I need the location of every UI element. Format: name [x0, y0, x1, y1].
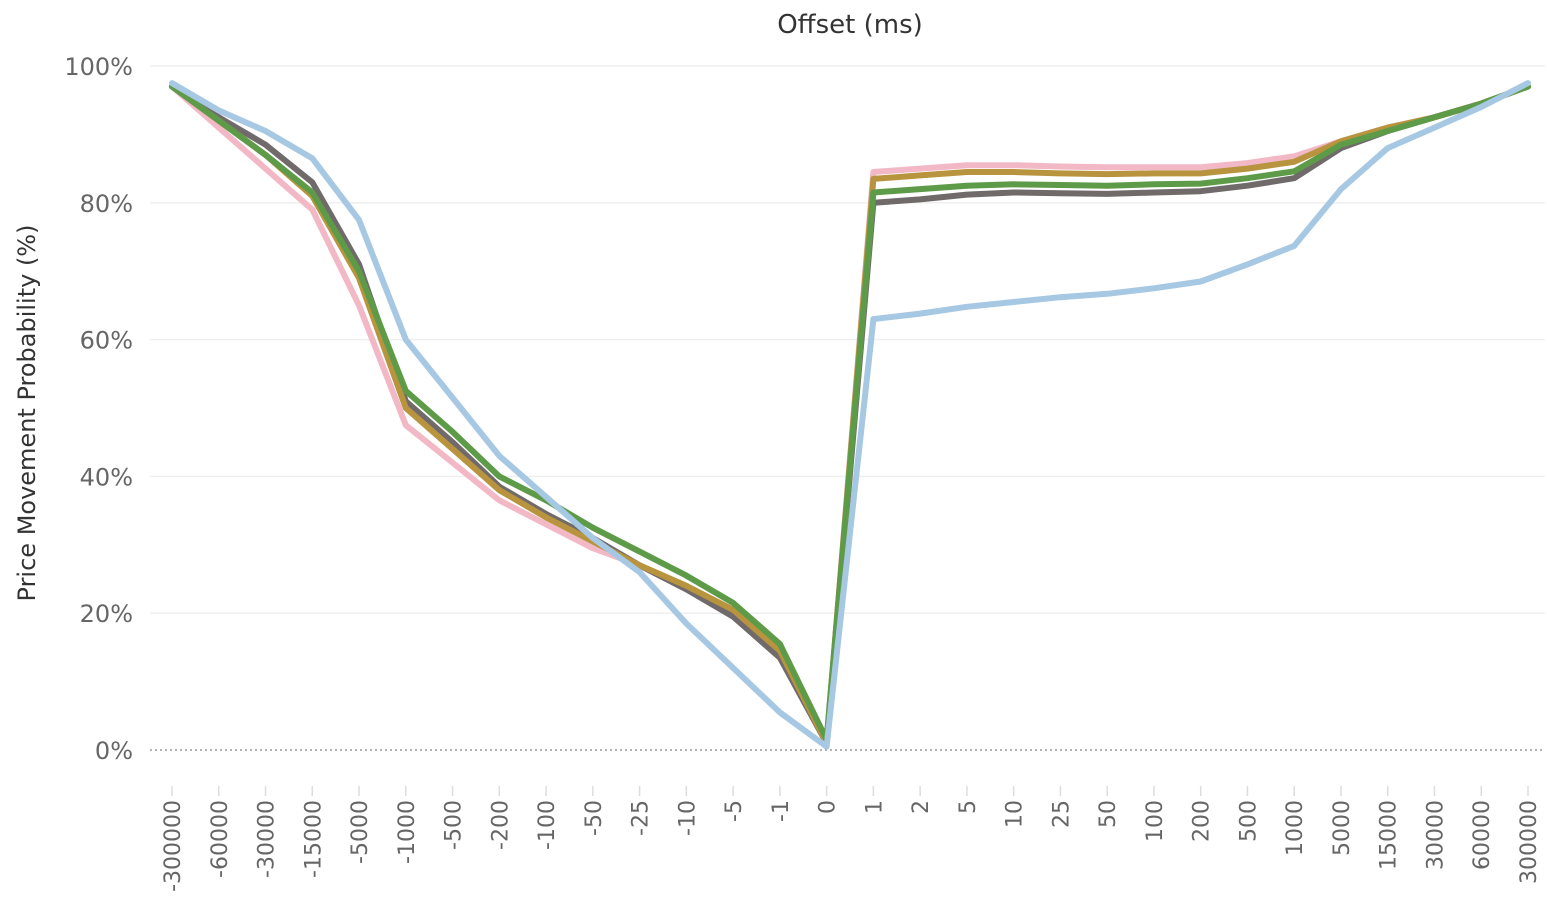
x-tick-label: 500	[1236, 800, 1261, 842]
x-tick-label: 25	[1049, 800, 1074, 828]
x-tick-label: -15000	[301, 800, 326, 878]
x-tick-label: -10	[675, 800, 700, 836]
x-tick-label: 15000	[1377, 800, 1402, 870]
x-tick-label: -5	[722, 800, 747, 822]
series-line-3	[169, 83, 1531, 747]
series-line-1	[169, 83, 1531, 747]
series-line-5	[169, 80, 1531, 750]
x-tick-label: 5	[956, 800, 981, 814]
x-tick-label: 300000	[1517, 800, 1542, 884]
gridlines	[150, 65, 1545, 751]
y-tick-label: 40%	[80, 463, 133, 491]
y-tick-label: 20%	[80, 600, 133, 628]
x-tick-label: 50	[1096, 800, 1121, 828]
x-tick-label: 0	[816, 800, 841, 814]
x-tick-label: -1	[769, 800, 794, 822]
x-tick-label: 200	[1190, 800, 1215, 842]
y-axis-ticks: 0% 20% 40% 60% 80% 100%	[64, 53, 133, 765]
series-line-4	[169, 83, 1531, 743]
x-tick-label: -50	[582, 800, 607, 836]
x-tick-label: -200	[488, 800, 513, 850]
series-line-2	[169, 83, 1531, 747]
x-tick-label: 1	[862, 800, 887, 814]
x-tick-label: -300000	[161, 800, 186, 892]
x-tick-label: -5000	[348, 800, 373, 864]
y-tick-label: 100%	[64, 53, 133, 81]
x-tick-label: 1000	[1283, 800, 1308, 856]
x-tick-label: -60000	[208, 800, 233, 878]
y-tick-label: 0%	[95, 737, 133, 765]
x-tick-label: 5000	[1330, 800, 1355, 856]
series-lines	[169, 80, 1531, 750]
y-tick-label: 80%	[80, 190, 133, 218]
x-tick-label: 60000	[1470, 800, 1495, 870]
x-tick-label: -100	[535, 800, 560, 850]
x-tick-label: 2	[909, 800, 934, 814]
y-axis-label: Price Movement Probability (%)	[13, 225, 41, 602]
x-tick-label: -30000	[255, 800, 280, 878]
x-tick-label: 30000	[1423, 800, 1448, 870]
x-tick-label: 10	[1003, 800, 1028, 828]
x-tick-label: -500	[442, 800, 467, 850]
x-axis-ticks: -300000 -60000 -30000 -15000 -5000 -1000 -500-…	[161, 786, 1542, 892]
x-tick-label: -1000	[395, 800, 420, 864]
x-tick-label: -25	[629, 800, 654, 836]
chart-title: Offset (ms)	[777, 10, 923, 40]
x-tick-label: 100	[1143, 800, 1168, 842]
y-tick-label: 60%	[80, 327, 133, 355]
